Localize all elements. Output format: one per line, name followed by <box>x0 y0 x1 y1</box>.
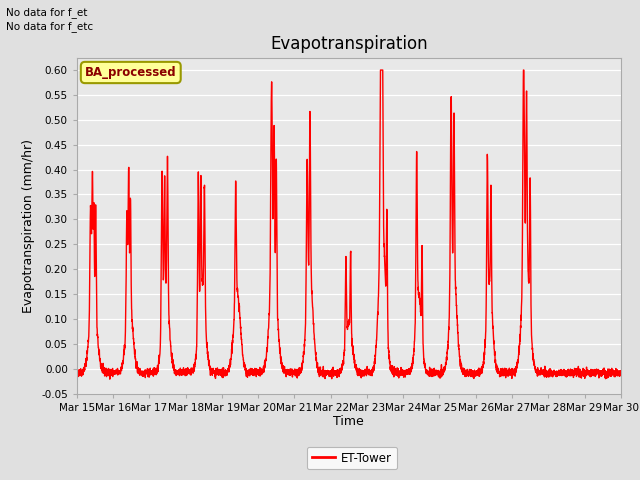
Text: BA_processed: BA_processed <box>85 66 177 79</box>
Text: No data for f_et
No data for f_etc: No data for f_et No data for f_etc <box>6 7 93 32</box>
Legend: ET-Tower: ET-Tower <box>307 447 397 469</box>
X-axis label: Time: Time <box>333 415 364 429</box>
Y-axis label: Evapotranspiration (mm/hr): Evapotranspiration (mm/hr) <box>22 139 35 312</box>
Title: Evapotranspiration: Evapotranspiration <box>270 35 428 53</box>
